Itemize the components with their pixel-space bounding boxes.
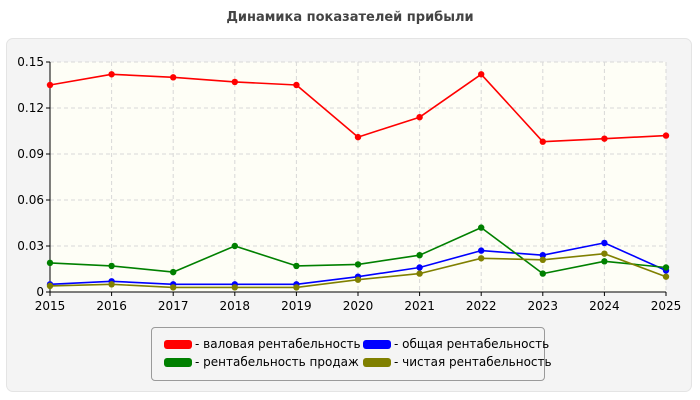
series-0-point — [108, 71, 115, 78]
series-3-point — [601, 250, 608, 257]
series-2-point — [478, 224, 485, 231]
series-3-point — [231, 284, 238, 291]
series-0-point — [170, 74, 177, 81]
series-2-point — [293, 262, 300, 270]
series-1-point — [539, 252, 546, 259]
series-3-point — [539, 256, 546, 263]
y-tick-label: 0.03 — [17, 239, 44, 253]
x-tick-label: 2022 — [466, 299, 497, 313]
legend-label: - чистая рентабельность — [394, 355, 552, 369]
y-tick-label: 0.09 — [17, 147, 44, 161]
series-0-point — [601, 135, 608, 142]
legend-swatch — [363, 339, 391, 349]
series-0-point — [231, 78, 238, 86]
y-tick-label: 0 — [36, 285, 44, 299]
series-0-point — [416, 114, 423, 121]
series-2-point — [354, 261, 362, 268]
legend-swatch — [164, 357, 192, 367]
series-0-point — [478, 71, 485, 78]
series-2-point — [416, 252, 423, 259]
x-tick-label: 2016 — [96, 299, 127, 313]
x-tick-label: 2023 — [528, 299, 559, 313]
chart-title: Динамика показателей прибыли — [226, 10, 474, 25]
y-tick-label: 0.06 — [17, 193, 44, 207]
series-2-point — [46, 259, 54, 267]
x-tick-label: 2020 — [343, 299, 374, 313]
series-2-point — [170, 268, 177, 276]
x-tick-label: 2025 — [651, 299, 682, 313]
series-0-point — [293, 81, 300, 89]
legend-item-total-margin: - общая рентабельность — [363, 337, 549, 351]
legend-label: - валовая рентабельность — [195, 337, 361, 351]
x-tick-label: 2024 — [589, 299, 620, 313]
legend-item-net-margin: - чистая рентабельность — [363, 355, 552, 369]
series-2-point — [601, 258, 608, 265]
x-tick-label: 2018 — [220, 299, 251, 313]
series-0-point — [354, 133, 362, 141]
legend-item-gross-margin: - валовая рентабельность — [164, 337, 361, 351]
x-tick-label: 2021 — [404, 299, 435, 313]
y-tick-label: 0.15 — [17, 55, 44, 69]
series-3-point — [354, 276, 362, 283]
series-2-point — [231, 242, 238, 250]
series-0-point — [539, 138, 546, 145]
legend-label: - общая рентабельность — [394, 337, 550, 351]
series-2-point — [539, 270, 546, 277]
series-2-point — [662, 264, 670, 271]
legend-label: - рентабельность продаж — [195, 355, 359, 369]
legend: - валовая рентабельность - общая рентабе… — [151, 327, 552, 381]
series-0-point — [46, 81, 54, 89]
series-1-point — [601, 239, 608, 247]
series-0-point — [662, 132, 670, 139]
series-1-point — [416, 264, 423, 271]
series-3-point — [46, 282, 54, 290]
series-3-point — [416, 270, 423, 277]
series-1-point — [478, 247, 485, 254]
x-tick-label: 2019 — [281, 299, 312, 313]
series-3-point — [170, 284, 177, 291]
x-tick-label: 2017 — [158, 299, 189, 313]
series-2-point — [108, 262, 115, 270]
legend-swatch — [363, 357, 391, 367]
x-tick-label: 2015 — [35, 299, 66, 313]
series-3-point — [293, 284, 300, 291]
legend-swatch — [164, 339, 192, 349]
series-3-point — [478, 255, 485, 262]
series-3-point — [662, 273, 670, 280]
y-tick-label: 0.12 — [17, 101, 44, 115]
legend-item-sales-margin: - рентабельность продаж — [164, 355, 359, 369]
series-3-point — [108, 281, 115, 288]
